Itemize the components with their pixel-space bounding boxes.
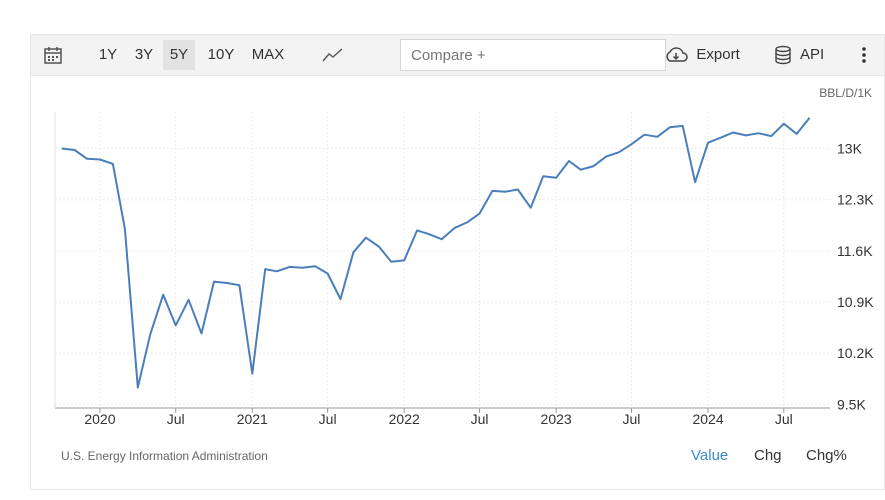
- chart-toolbar: 1Y 3Y 5Y 10Y MAX Export API: [31, 35, 884, 76]
- range-1y[interactable]: 1Y: [98, 46, 118, 63]
- chart-panel: [30, 34, 885, 490]
- source-label: U.S. Energy Information Administration: [61, 449, 268, 463]
- line-chart-icon[interactable]: [321, 35, 345, 75]
- export-label: Export: [696, 46, 740, 63]
- api-label: API: [799, 46, 825, 63]
- api-button[interactable]: API: [771, 35, 827, 75]
- unit-label: BBL/D/1K: [819, 86, 872, 100]
- tab-chg[interactable]: Chg: [754, 447, 782, 464]
- vertical-dots-icon[interactable]: [855, 35, 873, 75]
- range-10y[interactable]: 10Y: [207, 46, 235, 63]
- tab-chg-percent[interactable]: Chg%: [806, 447, 847, 464]
- range-5y[interactable]: 5Y: [163, 40, 195, 70]
- cloud-download-icon: [666, 47, 688, 62]
- export-button[interactable]: Export: [662, 35, 742, 75]
- database-icon: [775, 45, 791, 65]
- range-max[interactable]: MAX: [251, 46, 285, 63]
- range-3y[interactable]: 3Y: [134, 46, 154, 63]
- compare-input[interactable]: [400, 39, 666, 71]
- tab-value[interactable]: Value: [691, 447, 729, 464]
- calendar-icon[interactable]: [41, 35, 65, 75]
